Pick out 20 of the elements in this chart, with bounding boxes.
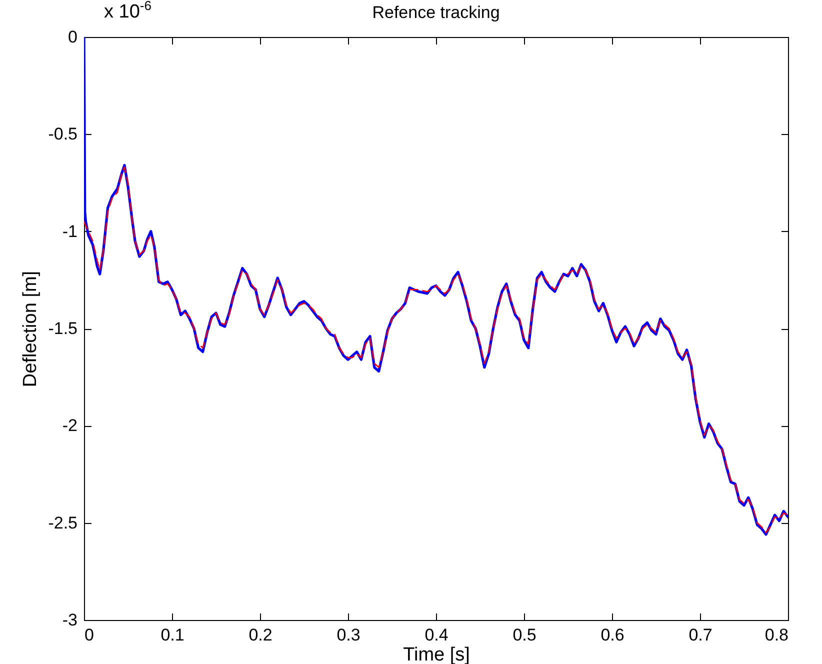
x-tick-label: 0.5 [512, 626, 536, 644]
x-tick-label: 0.6 [600, 626, 624, 644]
x-tick-label: 0.3 [336, 626, 360, 644]
x-tick-label: 0.7 [688, 626, 712, 644]
x-tick-label: 0 [84, 626, 94, 644]
y-tick-label: -3 [62, 610, 78, 630]
y-axis-title: Deflection [m] [20, 270, 42, 388]
y-tick-label: -0.5 [48, 124, 78, 144]
chart-title: Refence tracking [372, 3, 500, 22]
y-tick-label: 0 [68, 28, 78, 46]
x-tick-label: 0.2 [248, 626, 272, 644]
x-tick-label: 0.4 [424, 626, 448, 644]
x-tick-label: 0.1 [160, 626, 184, 644]
y-tick-label: -2.5 [48, 513, 78, 532]
y-tick-label: -1.5 [48, 319, 78, 338]
x-tick-label: 0.8 [764, 626, 788, 644]
y-tick-label: -2 [62, 416, 78, 436]
text: x 10$^{-6}$ [104, 0, 152, 24]
y-tick-label: -1 [62, 222, 78, 241]
line-series [84, 166, 788, 534]
